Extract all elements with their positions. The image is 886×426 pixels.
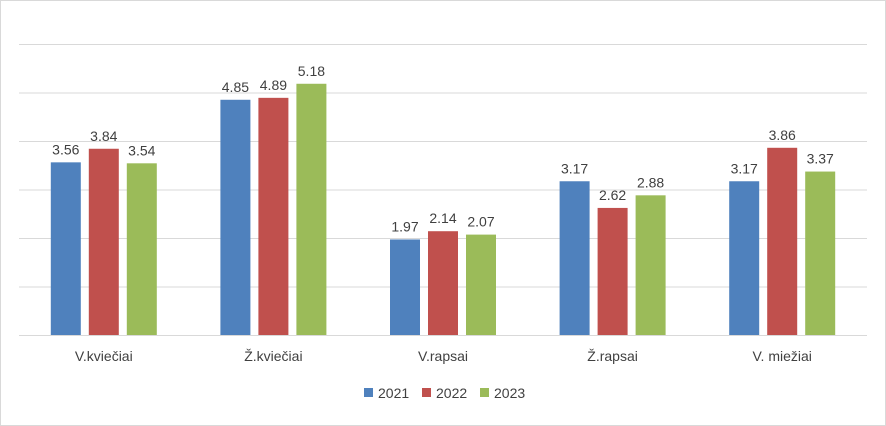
value-label: 3.37 bbox=[807, 151, 834, 167]
legend-swatch-2023 bbox=[480, 388, 489, 397]
value-label: 3.17 bbox=[731, 160, 758, 176]
data-labels: 3.56 3.84 3.54 4.85 4.89 5.18 1.97 2.14 2.07 3.17… bbox=[52, 63, 834, 235]
bar-2021-5 bbox=[729, 181, 760, 335]
value-label: 3.56 bbox=[52, 141, 79, 157]
legend-label: 2021 bbox=[378, 385, 409, 401]
bar-2021-1 bbox=[50, 162, 81, 335]
category-label: Ž.kviečiai bbox=[244, 348, 302, 364]
category-label: Ž.rapsai bbox=[587, 348, 638, 364]
value-label: 2.14 bbox=[429, 210, 456, 226]
category-label: V. miežiai bbox=[752, 348, 811, 364]
legend: 2021 2022 2023 bbox=[364, 385, 525, 401]
bar-2022-4 bbox=[597, 207, 628, 335]
bar-2022-3 bbox=[428, 231, 458, 335]
bar-2023-2 bbox=[296, 83, 327, 336]
value-label: 2.07 bbox=[467, 214, 494, 230]
bar-2021-2 bbox=[220, 99, 251, 336]
bar-2022-2 bbox=[258, 97, 289, 336]
bar-2023-4 bbox=[635, 195, 666, 335]
legend-label: 2023 bbox=[494, 385, 525, 401]
bar-2021-4 bbox=[559, 181, 590, 335]
category-label: V.rapsai bbox=[418, 348, 468, 364]
value-label: 1.97 bbox=[391, 218, 418, 234]
value-label: 5.18 bbox=[298, 63, 325, 79]
bar-2021-3 bbox=[390, 239, 420, 335]
bar-2023-3 bbox=[466, 234, 496, 335]
category-label: V.kviečiai bbox=[75, 348, 133, 364]
bar-2022-1 bbox=[88, 148, 119, 335]
bar-2023-5 bbox=[805, 171, 836, 335]
bar-2023-1 bbox=[126, 163, 157, 335]
legend-swatch-2021 bbox=[364, 388, 373, 397]
x-axis: V.kviečiai Ž.kviečiai V.rapsai Ž.rapsai V. m… bbox=[19, 335, 867, 364]
bar-2022-5 bbox=[767, 147, 798, 335]
value-label: 3.86 bbox=[769, 127, 796, 143]
bars bbox=[50, 83, 836, 336]
gridlines bbox=[19, 44, 867, 288]
legend-swatch-2022 bbox=[422, 388, 431, 397]
value-label: 3.54 bbox=[128, 142, 155, 158]
value-label: 3.17 bbox=[561, 160, 588, 176]
value-label: 2.88 bbox=[637, 174, 664, 190]
value-label: 2.62 bbox=[599, 187, 626, 203]
value-label: 4.89 bbox=[260, 77, 287, 93]
value-label: 3.84 bbox=[90, 128, 117, 144]
legend-label: 2022 bbox=[436, 385, 467, 401]
value-label: 4.85 bbox=[222, 79, 249, 95]
